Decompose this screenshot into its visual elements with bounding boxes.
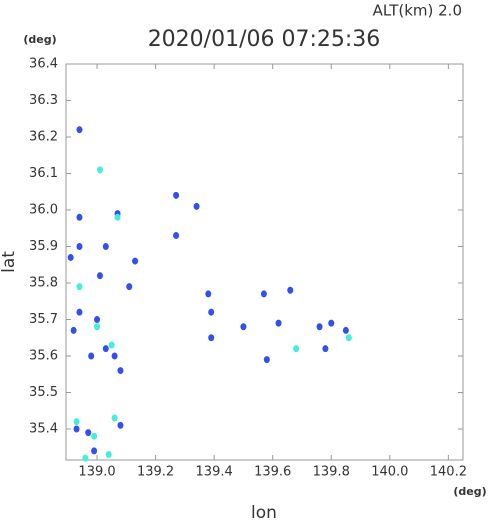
echo-cell xyxy=(94,323,101,331)
echo-cell xyxy=(117,367,124,375)
plot-frame xyxy=(65,63,464,461)
x-tick-label: 139.8 xyxy=(313,465,350,480)
echo-cell xyxy=(76,126,83,134)
y-tick-label: 35.9 xyxy=(29,239,58,254)
echo-cell xyxy=(76,283,83,291)
y-tick-label: 35.8 xyxy=(29,275,58,290)
y-tick-label: 36.0 xyxy=(29,202,58,217)
echo-cell xyxy=(322,345,329,353)
x-tick-label: 139.0 xyxy=(78,465,115,480)
echo-cell xyxy=(85,429,92,437)
echo-cell xyxy=(73,425,80,433)
echo-cell xyxy=(114,213,121,221)
echo-cell xyxy=(88,352,95,360)
echo-cell xyxy=(316,323,323,331)
echo-cell xyxy=(342,326,349,334)
chart-title: 2020/01/06 07:25:36 xyxy=(148,27,381,52)
x-unit: (deg) xyxy=(453,485,486,498)
echo-cell xyxy=(67,253,74,261)
echo-cell xyxy=(70,326,77,334)
x-tick-label: 140.2 xyxy=(430,465,467,480)
echo-cell xyxy=(345,334,352,342)
echo-cell xyxy=(260,290,267,298)
echo-cell xyxy=(96,166,103,174)
y-tick-label: 36.2 xyxy=(29,129,58,144)
echo-cell xyxy=(173,232,180,240)
echo-cell xyxy=(102,242,109,250)
echo-cell xyxy=(193,202,200,210)
echo-cell xyxy=(76,213,83,221)
echo-cell xyxy=(126,283,133,291)
echo-cell xyxy=(91,432,98,440)
echo-cell xyxy=(117,421,124,429)
echo-cell xyxy=(208,308,215,316)
x-axis-label: lon xyxy=(251,503,277,521)
altitude-label: ALT(km) 2.0 xyxy=(373,2,462,20)
y-tick-label: 35.6 xyxy=(29,348,58,363)
echo-cell xyxy=(73,418,80,426)
echo-cell xyxy=(205,290,212,298)
echo-cell xyxy=(208,334,215,342)
echo-cell xyxy=(293,345,300,353)
y-axis-label: lat xyxy=(0,251,19,273)
echo-cell xyxy=(275,319,282,327)
y-tick-label: 35.4 xyxy=(29,421,58,436)
y-tick-label: 35.7 xyxy=(29,312,58,327)
x-tick-label: 139.4 xyxy=(196,465,233,480)
echo-cell xyxy=(96,272,103,280)
echo-cell xyxy=(91,447,98,455)
y-tick-label: 36.3 xyxy=(29,93,58,108)
echo-cell xyxy=(111,414,118,422)
echo-cell xyxy=(76,308,83,316)
y-unit: (deg) xyxy=(23,33,56,46)
y-tick-label: 35.5 xyxy=(29,385,58,400)
echo-cell xyxy=(263,356,270,364)
echo-cell xyxy=(328,319,335,327)
echo-cell xyxy=(240,323,247,331)
echo-cell xyxy=(102,345,109,353)
echo-cell xyxy=(105,451,112,459)
echo-cell xyxy=(82,454,89,462)
y-tick-label: 36.1 xyxy=(29,166,58,181)
x-tick-label: 140.0 xyxy=(371,465,408,480)
x-tick-label: 139.2 xyxy=(137,465,174,480)
echo-cell xyxy=(76,242,83,250)
y-tick-label: 36.4 xyxy=(29,57,58,72)
echo-cell xyxy=(111,352,118,360)
echo-cell xyxy=(132,257,139,265)
echo-cell xyxy=(173,191,180,199)
echo-cell xyxy=(108,341,115,349)
echo-cell xyxy=(94,315,101,323)
echo-cell xyxy=(287,286,294,294)
x-tick-label: 139.6 xyxy=(254,465,291,480)
